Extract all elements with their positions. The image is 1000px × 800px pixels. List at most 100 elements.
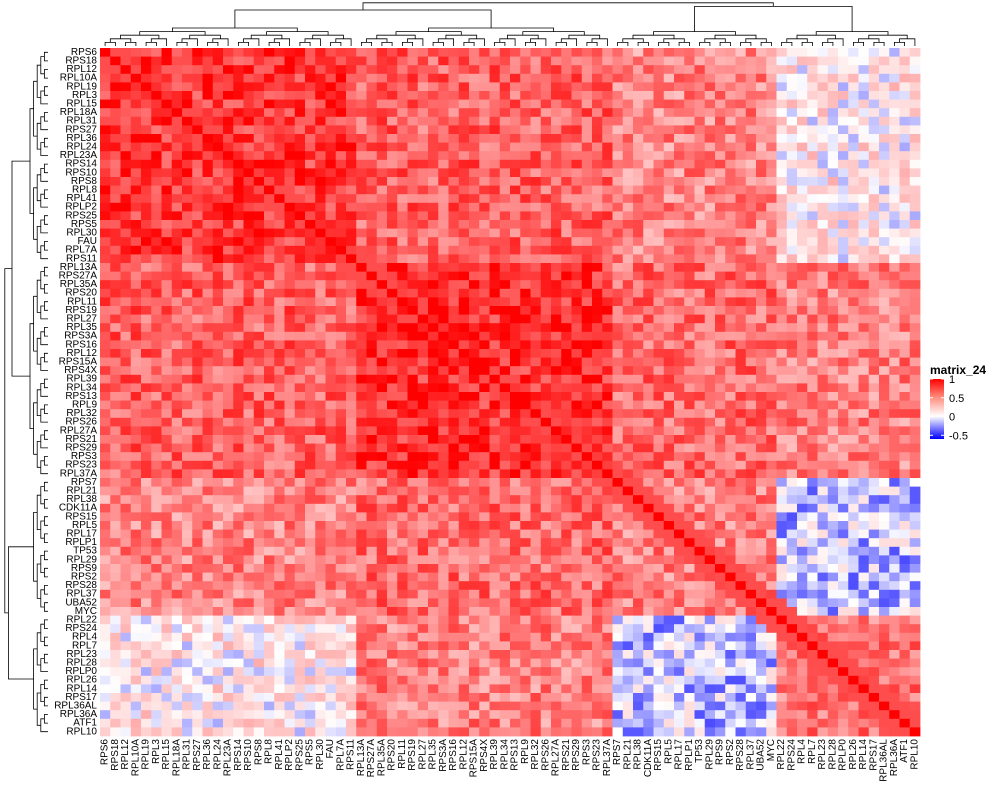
heatmap-cell (448, 409, 460, 419)
heatmap-cell (633, 263, 644, 272)
heatmap-cell (684, 48, 695, 57)
heatmap-cell (551, 159, 562, 169)
heatmap-cell (889, 383, 900, 393)
heatmap-cell (889, 263, 900, 272)
heatmap-cell (561, 331, 572, 341)
heatmap-cell (417, 91, 429, 100)
heatmap-cell (530, 443, 542, 453)
heatmap-cell (192, 495, 203, 505)
heatmap-cell (274, 116, 285, 126)
heatmap-cell (233, 435, 244, 444)
heatmap-cell (346, 142, 357, 152)
heatmap-cell (243, 280, 255, 290)
heatmap-cell (120, 503, 132, 513)
heatmap-cell (243, 125, 255, 135)
heatmap-cell (448, 211, 460, 221)
heatmap-cell (325, 151, 337, 161)
heatmap-cell (776, 271, 788, 281)
heatmap-cell (909, 159, 921, 169)
heatmap-cell (858, 426, 870, 436)
heatmap-cell (448, 357, 460, 367)
heatmap-cell (489, 108, 501, 118)
heatmap-cell (243, 237, 255, 247)
heatmap-cell (243, 495, 255, 505)
heatmap-cell (223, 443, 234, 453)
heatmap-cell (376, 546, 388, 556)
heatmap-cell (684, 82, 695, 92)
heatmap-cell (479, 245, 490, 255)
heatmap-cell (448, 486, 460, 496)
heatmap-cell (766, 512, 777, 522)
heatmap-cell (735, 168, 747, 178)
heatmap-cell (346, 469, 357, 479)
heatmap-cell (592, 529, 603, 539)
heatmap-cell (387, 435, 398, 444)
heatmap-cell (694, 237, 706, 247)
heatmap-cell (684, 374, 695, 384)
heatmap-cell (807, 409, 818, 419)
heatmap-cell (346, 400, 357, 410)
heatmap-cell (879, 306, 890, 315)
heatmap-cell (745, 400, 757, 410)
dendrogram-branch (694, 6, 853, 32)
heatmap-cell (202, 443, 214, 453)
heatmap-cell (356, 443, 367, 453)
heatmap-cell (479, 495, 490, 505)
heatmap-cell (417, 116, 429, 126)
heatmap-cell (581, 108, 593, 118)
heatmap-cell (766, 185, 777, 195)
heatmap-cell (397, 288, 408, 298)
heatmap-cell (110, 564, 121, 573)
heatmap-cell (376, 555, 388, 565)
heatmap-cell (858, 177, 870, 186)
heatmap-cell (756, 254, 767, 264)
heatmap-cell (356, 297, 367, 307)
heatmap-cell (274, 555, 285, 565)
heatmap-cell (202, 366, 214, 376)
heatmap-cell (581, 383, 593, 393)
heatmap-cell (141, 503, 152, 513)
heatmap-cell (674, 460, 685, 470)
heatmap-cell (653, 228, 665, 238)
heatmap-cell (192, 426, 203, 436)
heatmap-cell (684, 366, 695, 376)
heatmap-cell (653, 435, 665, 444)
heatmap-cell (253, 306, 265, 315)
heatmap-cell (120, 409, 132, 419)
heatmap-cell (161, 452, 173, 462)
heatmap-cell (376, 383, 388, 393)
heatmap-cell (499, 125, 511, 135)
heatmap-cell (192, 546, 203, 556)
dendrogram-branch (395, 31, 462, 36)
heatmap-cell (366, 99, 378, 109)
heatmap-cell (499, 159, 511, 169)
heatmap-cell (704, 56, 716, 66)
heatmap-cell (100, 417, 111, 427)
heatmap-cell (233, 271, 244, 281)
heatmap-cell (520, 349, 531, 358)
heatmap-cell (786, 65, 798, 75)
heatmap-cell (725, 452, 736, 462)
heatmap-cell (540, 323, 552, 333)
heatmap-cell (530, 99, 542, 109)
heatmap-cell (120, 134, 132, 143)
heatmap-cell (100, 478, 111, 487)
heatmap-cell (694, 194, 706, 204)
heatmap-cell (315, 125, 326, 135)
heatmap-cell (643, 349, 654, 358)
dendrogram-branch (853, 42, 864, 46)
heatmap-cell (766, 323, 777, 333)
heatmap-cell (776, 263, 788, 272)
heatmap-cell (817, 323, 829, 333)
heatmap-cell (622, 469, 634, 479)
dendrogram-branch (40, 219, 48, 234)
heatmap-cell (797, 529, 808, 539)
heatmap-cell (151, 48, 162, 57)
heatmap-cell (807, 185, 818, 195)
heatmap-cell (448, 340, 460, 350)
heatmap-cell (428, 211, 439, 221)
heatmap-cell (694, 366, 706, 376)
heatmap-cell (305, 254, 316, 264)
heatmap-cell (797, 254, 808, 264)
heatmap-cell (325, 383, 337, 393)
